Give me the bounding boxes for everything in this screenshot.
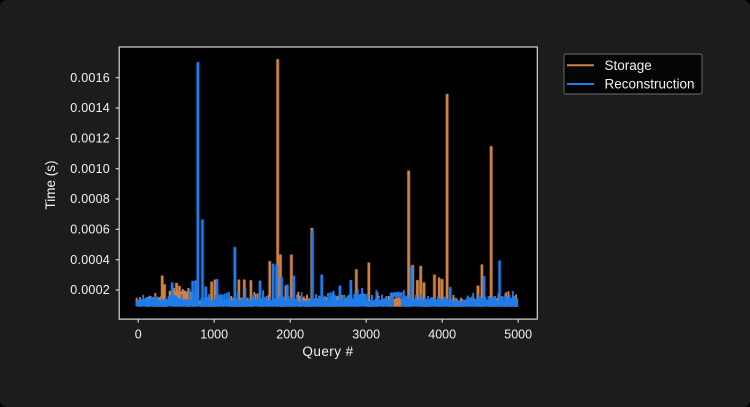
svg-text:Storage: Storage — [605, 58, 652, 73]
svg-text:5000: 5000 — [504, 328, 532, 342]
svg-text:0.0010: 0.0010 — [70, 162, 110, 176]
svg-text:0: 0 — [135, 328, 142, 342]
svg-text:4000: 4000 — [428, 328, 456, 342]
svg-text:0.0006: 0.0006 — [70, 223, 110, 237]
svg-text:1000: 1000 — [200, 328, 228, 342]
svg-text:0.0014: 0.0014 — [70, 101, 110, 115]
svg-text:2000: 2000 — [276, 328, 304, 342]
svg-text:0.0008: 0.0008 — [70, 192, 110, 206]
svg-text:Time (s): Time (s) — [43, 161, 58, 210]
svg-text:0.0002: 0.0002 — [70, 283, 110, 297]
svg-text:0.0012: 0.0012 — [70, 132, 110, 146]
svg-text:Reconstruction: Reconstruction — [605, 77, 695, 92]
svg-text:Query #: Query # — [302, 344, 353, 359]
svg-text:0.0016: 0.0016 — [70, 71, 110, 85]
svg-text:3000: 3000 — [352, 328, 380, 342]
svg-text:0.0004: 0.0004 — [70, 253, 110, 267]
